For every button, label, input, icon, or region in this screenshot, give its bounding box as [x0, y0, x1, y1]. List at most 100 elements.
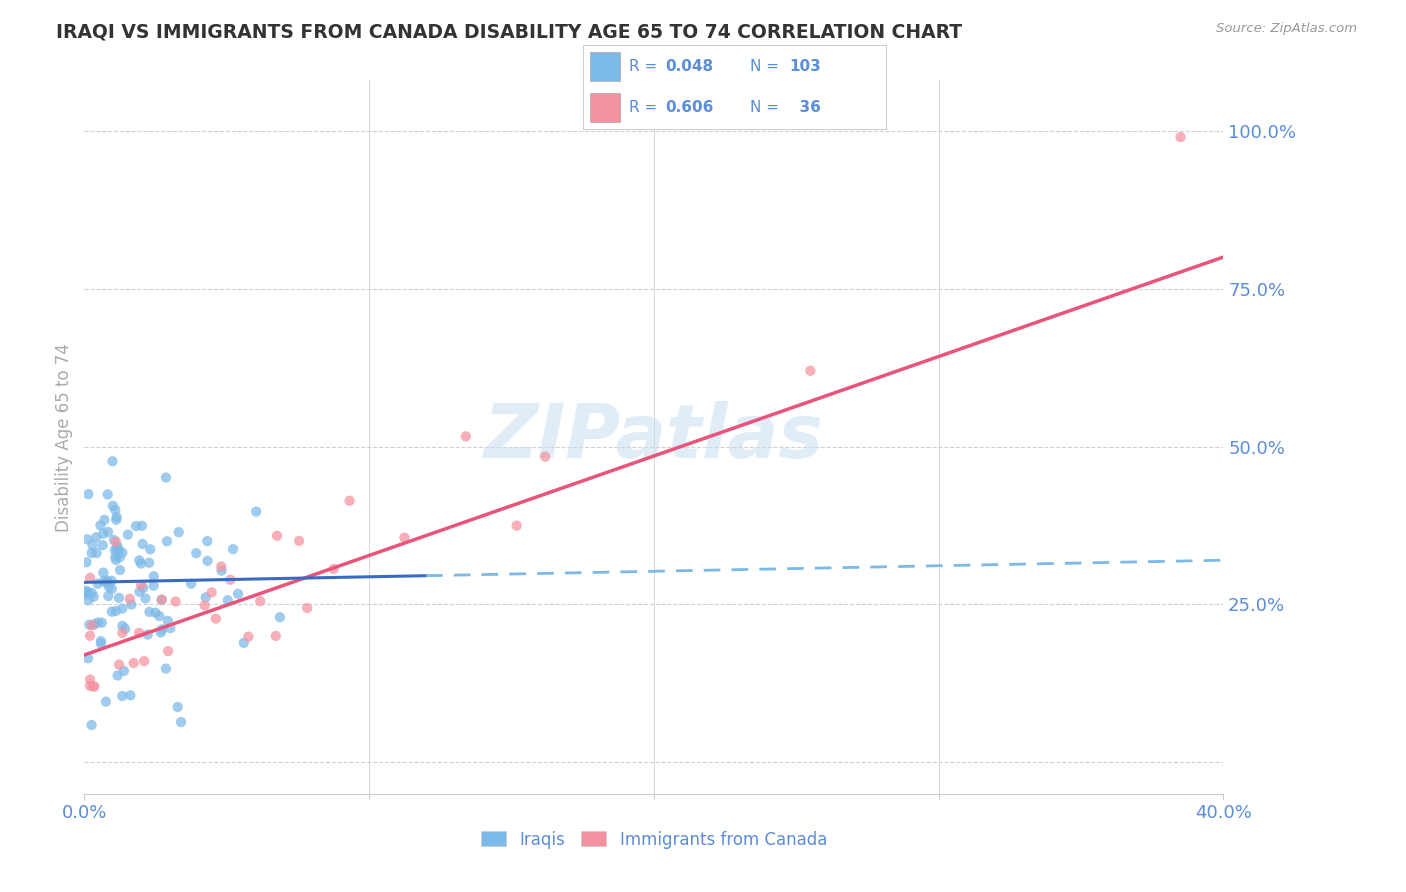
Point: [82, 538, 104, 552]
Text: IRAQI VS IMMIGRANTS FROM CANADA DISABILITY AGE 65 TO 74 CORRELATION CHART: IRAQI VS IMMIGRANTS FROM CANADA DISABILI…: [56, 22, 962, 41]
Point: [201, 585, 224, 599]
Point: [108, 563, 131, 577]
Point: [288, 533, 311, 548]
Point: [105, 510, 128, 524]
Point: [97, 487, 120, 501]
Point: [166, 700, 188, 714]
Point: [79, 673, 101, 687]
Point: [534, 450, 557, 464]
Point: [170, 715, 193, 730]
Point: [232, 636, 254, 650]
Point: [93, 574, 115, 589]
Point: [90, 637, 112, 651]
Point: [112, 664, 135, 678]
Point: [97, 524, 120, 539]
Point: [111, 601, 134, 615]
Point: [104, 550, 127, 565]
Point: [150, 593, 173, 607]
Point: [101, 499, 124, 513]
Legend: Iraqis, Immigrants from Canada: Iraqis, Immigrants from Canada: [472, 822, 835, 857]
Point: [165, 594, 187, 608]
Point: [264, 629, 287, 643]
Point: [219, 573, 242, 587]
Point: [139, 542, 162, 557]
Point: [295, 601, 318, 615]
Point: [105, 513, 128, 527]
Point: [96, 575, 118, 590]
Point: [129, 557, 152, 571]
Point: [120, 689, 142, 703]
Text: ZIPatlas: ZIPatlas: [484, 401, 824, 474]
Point: [125, 519, 148, 533]
Point: [209, 559, 232, 574]
Point: [83, 617, 105, 632]
Point: [131, 518, 153, 533]
Point: [108, 550, 131, 565]
Point: [117, 527, 139, 541]
Point: [111, 626, 134, 640]
Point: [149, 625, 172, 640]
Point: [155, 662, 177, 676]
Point: [77, 487, 100, 501]
Point: [101, 454, 124, 468]
Point: [104, 604, 127, 618]
Point: [128, 584, 150, 599]
Point: [84, 530, 107, 544]
Point: [104, 503, 127, 517]
Point: [90, 634, 112, 648]
Point: [155, 470, 177, 484]
Text: R =: R =: [628, 100, 662, 115]
Point: [134, 654, 156, 668]
Point: [86, 546, 108, 560]
Point: [238, 630, 260, 644]
Point: [104, 535, 127, 549]
Text: N =: N =: [749, 100, 783, 115]
Point: [90, 615, 112, 630]
Point: [114, 622, 136, 636]
Text: 36: 36: [789, 100, 821, 115]
Point: [194, 599, 217, 613]
Point: [118, 591, 141, 606]
Point: [76, 555, 98, 569]
Bar: [589, 93, 620, 121]
Point: [97, 580, 120, 594]
Point: [142, 579, 165, 593]
Point: [80, 546, 103, 560]
Point: [249, 594, 271, 608]
Y-axis label: Disability Age 65 to 74: Disability Age 65 to 74: [55, 343, 73, 532]
Point: [138, 556, 160, 570]
Point: [211, 564, 233, 578]
Point: [93, 513, 115, 527]
Point: [134, 591, 156, 606]
Text: N =: N =: [749, 59, 783, 74]
Point: [111, 619, 134, 633]
Point: [245, 505, 267, 519]
Point: [101, 582, 124, 596]
Point: [222, 542, 245, 557]
Point: [107, 540, 129, 554]
Point: [505, 518, 527, 533]
Point: [107, 542, 129, 557]
Point: [79, 617, 101, 632]
Point: [111, 546, 134, 560]
Point: [136, 627, 159, 641]
Point: [197, 554, 219, 568]
Point: [131, 537, 153, 551]
Point: [159, 621, 181, 635]
Point: [122, 656, 145, 670]
Point: [77, 651, 100, 665]
Point: [96, 574, 118, 588]
Point: [76, 585, 98, 599]
Text: R =: R =: [628, 59, 662, 74]
Point: [83, 590, 105, 604]
Point: [194, 591, 217, 605]
Point: [799, 364, 821, 378]
Point: [83, 680, 105, 694]
Point: [75, 587, 97, 601]
Point: [148, 609, 170, 624]
Point: [79, 571, 101, 585]
Point: [339, 493, 361, 508]
Point: [132, 581, 155, 595]
Point: [80, 718, 103, 732]
Bar: [589, 53, 620, 81]
